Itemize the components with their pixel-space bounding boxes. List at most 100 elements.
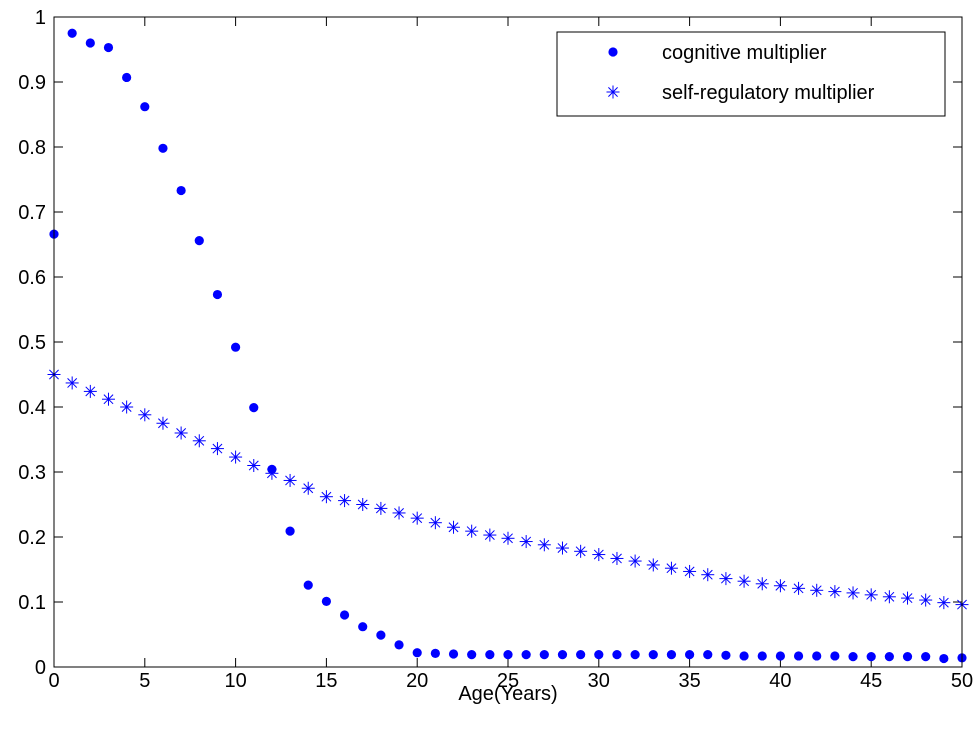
data-point	[210, 442, 224, 456]
x-tick-label: 15	[315, 670, 337, 692]
data-point	[338, 494, 352, 508]
data-point	[412, 648, 422, 658]
data-point	[864, 588, 878, 602]
data-point	[430, 648, 440, 658]
series-layer	[47, 28, 969, 664]
data-point	[703, 650, 713, 660]
data-point	[848, 652, 858, 662]
data-point	[574, 544, 588, 558]
data-point	[319, 490, 333, 504]
y-tick-label: 0.7	[18, 202, 46, 224]
data-point	[376, 630, 386, 640]
data-point	[666, 650, 677, 660]
data-point	[101, 392, 115, 406]
data-point	[176, 185, 186, 196]
data-point	[229, 450, 243, 464]
data-point	[519, 535, 533, 549]
data-point	[594, 650, 604, 660]
data-point	[884, 652, 894, 662]
data-point	[664, 561, 678, 575]
legend-marker-asterisk-icon	[606, 85, 620, 99]
data-point	[812, 651, 822, 661]
series-cognitive-multiplier	[49, 28, 967, 664]
data-point	[103, 42, 114, 53]
data-point	[539, 650, 549, 660]
data-point	[138, 408, 152, 422]
data-point	[755, 577, 769, 591]
data-point	[483, 528, 497, 542]
x-tick-label: 40	[769, 670, 791, 692]
y-tick-label: 0.3	[18, 462, 46, 484]
legend-dot	[608, 47, 618, 57]
data-point	[192, 434, 206, 448]
x-axis-label: Age(Years)	[458, 683, 557, 705]
legend: cognitive multiplier self-regulatory mul…	[556, 31, 946, 117]
legend-label-self-regulatory: self-regulatory multiplier	[662, 82, 875, 104]
legend-asterisk	[606, 85, 620, 99]
data-point	[739, 651, 749, 661]
data-point	[846, 586, 860, 600]
data-point	[140, 102, 150, 112]
data-point	[557, 650, 568, 660]
data-point	[122, 72, 132, 83]
data-point	[301, 481, 315, 495]
y-tick-label: 0.9	[18, 72, 46, 94]
data-point	[85, 38, 95, 48]
x-tick-label: 0	[48, 670, 59, 692]
data-point	[212, 289, 223, 300]
data-point	[701, 568, 715, 582]
data-point	[921, 652, 931, 662]
data-point	[83, 384, 97, 398]
plot-area	[54, 17, 962, 667]
y-tick-label: 0	[35, 657, 46, 679]
data-point	[410, 511, 424, 525]
y-tick-labels: 0 0.1 0.2 0.3 0.4 0.5 0.6 0.7 0.8 0.9 1	[18, 7, 46, 679]
data-point	[757, 651, 767, 661]
data-point	[646, 558, 660, 572]
data-point	[158, 143, 168, 153]
data-point	[428, 516, 442, 530]
x-tick-label: 50	[951, 670, 973, 692]
data-point	[721, 650, 731, 660]
data-point	[374, 501, 388, 515]
data-point	[356, 498, 370, 511]
data-point	[628, 554, 642, 568]
y-tick-label: 0.2	[18, 527, 46, 549]
data-point	[285, 526, 295, 536]
y-tick-label: 0.1	[18, 592, 46, 614]
data-point	[775, 651, 786, 661]
data-point	[120, 400, 134, 414]
y-tick-label: 0.4	[18, 397, 46, 419]
data-point	[174, 426, 188, 440]
x-tick-label: 45	[860, 670, 882, 692]
series-self-regulatory-multiplier	[47, 368, 969, 612]
y-tick-label: 0.5	[18, 332, 46, 354]
data-point	[919, 593, 933, 607]
x-tick-label: 5	[139, 670, 150, 692]
x-tick-label: 35	[678, 670, 700, 692]
data-point	[521, 650, 531, 660]
data-point	[630, 650, 640, 660]
x-tick-label: 20	[406, 670, 428, 692]
data-point	[303, 580, 313, 590]
data-point	[247, 459, 261, 472]
data-point	[231, 342, 241, 352]
data-point	[685, 650, 695, 660]
data-point	[810, 583, 824, 597]
data-point	[555, 541, 569, 555]
data-point	[937, 596, 951, 610]
y-tick-label: 0.6	[18, 267, 46, 289]
data-point	[902, 652, 913, 662]
data-point	[792, 581, 806, 595]
data-point	[683, 564, 697, 578]
data-point	[503, 650, 513, 660]
data-point	[830, 651, 840, 661]
plot-frame	[53, 16, 963, 668]
data-point	[719, 572, 733, 586]
x-tick-label: 10	[224, 670, 246, 692]
data-point	[448, 649, 459, 659]
x-tick-label: 25	[497, 670, 519, 692]
data-point	[265, 466, 279, 480]
